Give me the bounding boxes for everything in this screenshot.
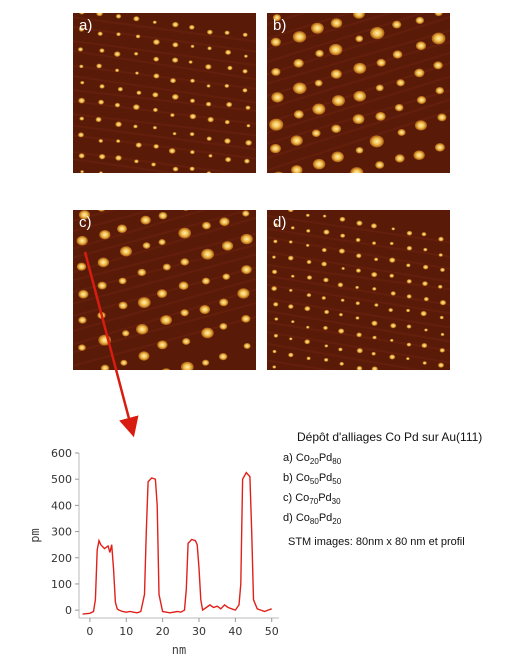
- stm-image-a-canvas: [73, 13, 256, 173]
- panel-label-b: b): [273, 17, 287, 34]
- panel-label-a: a): [79, 17, 93, 34]
- stm-image-d: d): [267, 210, 450, 370]
- stm-image-c: c): [73, 210, 256, 370]
- x-tick-label: 50: [265, 625, 279, 638]
- x-tick-label: 30: [192, 625, 206, 638]
- y-axis-title: pm: [28, 528, 42, 542]
- y-tick-label: 0: [65, 604, 72, 617]
- x-axis-title: nm: [172, 643, 186, 655]
- stm-image-b-canvas: [267, 13, 450, 173]
- stm-image-d-canvas: [267, 210, 450, 370]
- panel-label-d: d): [273, 214, 287, 231]
- x-tick-label: 10: [119, 625, 133, 638]
- caption-item-c: c) Co70Pd30: [283, 492, 341, 507]
- caption-item-d: d) Co80Pd20: [283, 512, 342, 527]
- caption-item-a: a) Co20Pd80: [283, 452, 342, 467]
- x-tick-label: 20: [156, 625, 170, 638]
- stm-image-a: a): [73, 13, 256, 173]
- y-tick-label: 100: [51, 578, 72, 591]
- panel-label-c: c): [79, 214, 92, 231]
- y-tick-label: 600: [51, 447, 72, 460]
- y-tick-label: 200: [51, 552, 72, 565]
- height-profile-chart: 0 100 200 300 400 500 600 0 10 20 30 40 50 nm pm: [28, 447, 279, 655]
- caption-item-b: b) Co50Pd50: [283, 472, 342, 487]
- x-tick-label: 40: [228, 625, 242, 638]
- y-tick-label: 500: [51, 473, 72, 486]
- x-tick-label: 0: [86, 625, 93, 638]
- profile-series-line: [82, 471, 272, 615]
- caption-footer: STM images: 80nm x 80 nm et profil: [288, 536, 465, 548]
- stm-image-b: b): [267, 13, 450, 173]
- y-tick-label: 400: [51, 499, 72, 512]
- stm-image-c-canvas: [73, 210, 256, 370]
- caption-title: Dépôt d'alliages Co Pd sur Au(111): [297, 430, 483, 444]
- y-tick-label: 300: [51, 526, 72, 539]
